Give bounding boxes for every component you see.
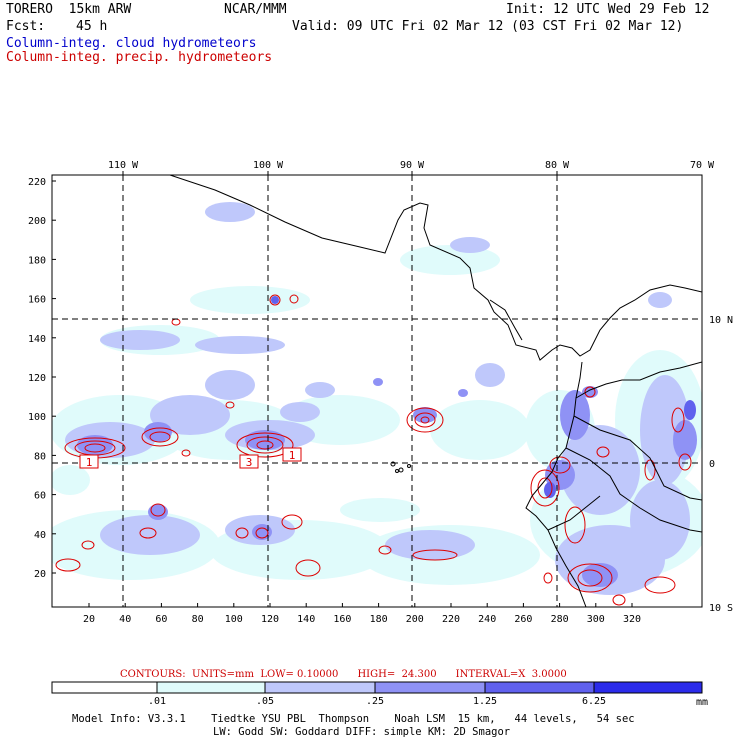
footer-model-info: Model Info: V3.3.1 Tiedtke YSU PBL Thomp… (72, 713, 635, 725)
x-tick-label: 260 (514, 614, 532, 625)
box-label-2: 3 (246, 456, 253, 469)
forecast-hour: 45 h (76, 19, 108, 34)
y-axis-ticks: 220 200 180 160 140 120 100 80 60 40 20 (28, 177, 56, 580)
colorbar-label-4: 6.25 (582, 696, 606, 707)
lat-label-0: 0 (709, 459, 715, 470)
colorbar-swatch-0 (52, 682, 157, 693)
colorbar-units: mm (696, 697, 708, 708)
precip-contours (55, 294, 692, 606)
organization: NCAR/MMM (224, 2, 287, 17)
latitude-labels: 10 N 0 10 S (709, 315, 733, 614)
init-time: Init: 12 UTC Wed 29 Feb 12 (506, 2, 710, 17)
x-tick-label: 220 (442, 614, 460, 625)
lon-label-100w: 100 W (253, 160, 284, 171)
map-frame (51, 174, 703, 608)
longitude-ticks (122, 171, 558, 175)
colorbar-label-1: .05 (256, 696, 274, 707)
colorbar-label-0: .01 (148, 696, 166, 707)
colorbar-swatch-1 (157, 682, 265, 693)
colorbar-swatch-2 (265, 682, 375, 693)
colorbar: .01 .05 .25 1.25 6.25 mm (51, 681, 708, 708)
lat-label-10n: 10 N (709, 315, 733, 326)
x-tick-label: 20 (83, 614, 95, 625)
contour-box-labels: 1 3 1 (79, 447, 302, 469)
x-tick-label: 320 (623, 614, 641, 625)
cloud-field-intense (271, 296, 696, 498)
y-tick-label: 160 (28, 295, 46, 306)
contour-info: CONTOURS: UNITS=mm LOW= 0.10000 HIGH= 24… (120, 669, 567, 680)
x-tick-label: 300 (587, 614, 605, 625)
colorbar-swatch-4 (485, 682, 594, 693)
x-tick-label: 280 (551, 614, 569, 625)
y-tick-label: 60 (34, 491, 46, 502)
x-axis-ticks: 20 40 60 80 100 120 140 160 180 200 220 240 260 280 30… (83, 603, 641, 625)
model-name: TORERO 15km ARW (6, 2, 132, 17)
footer-physics-info: LW: Godd SW: Goddard DIFF: simple KM: 2D… (213, 726, 510, 738)
x-tick-label: 80 (192, 614, 204, 625)
y-tick-label: 180 (28, 255, 46, 266)
y-tick-label: 20 (34, 569, 46, 580)
y-tick-label: 40 (34, 530, 46, 541)
map-content: 1 3 1 (52, 175, 702, 607)
y-tick-label: 140 (28, 334, 46, 345)
y-tick-label: 120 (28, 373, 46, 384)
longitude-labels: 110 W 100 W 90 W 80 W 70 W (108, 160, 715, 171)
x-tick-label: 60 (155, 614, 167, 625)
lon-label-80w: 80 W (545, 160, 570, 171)
x-tick-label: 120 (261, 614, 279, 625)
y-tick-label: 100 (28, 412, 46, 423)
y-tick-label: 80 (34, 451, 46, 462)
colorbar-label-3: 1.25 (473, 696, 497, 707)
coastlines (169, 175, 702, 607)
lat-label-10s: 10 S (709, 603, 733, 614)
x-tick-label: 240 (478, 614, 496, 625)
x-tick-label: 100 (225, 614, 243, 625)
x-tick-label: 140 (297, 614, 315, 625)
box-label-3: 1 (289, 449, 296, 462)
colorbar-label-2: .25 (366, 696, 384, 707)
lon-label-110w: 110 W (108, 160, 139, 171)
x-tick-label: 160 (333, 614, 351, 625)
colorbar-swatch-5 (594, 682, 702, 693)
colorbar-swatch-3 (375, 682, 485, 693)
forecast-label: Fcst: (6, 19, 46, 34)
valid-time: Valid: 09 UTC Fri 02 Mar 12 (03 CST Fri … (292, 19, 684, 34)
box-label-1: 1 (86, 456, 93, 469)
y-tick-label: 220 (28, 177, 46, 188)
x-tick-label: 180 (370, 614, 388, 625)
lon-label-70w: 70 W (690, 160, 715, 171)
field-precip-title: Column-integ. precip. hydrometeors (6, 50, 273, 65)
lon-label-90w: 90 W (400, 160, 425, 171)
x-tick-label: 200 (406, 614, 424, 625)
x-tick-label: 40 (119, 614, 131, 625)
field-cloud-title: Column-integ. cloud hydrometeors (6, 36, 257, 51)
graticule (52, 175, 702, 607)
y-tick-label: 200 (28, 216, 46, 227)
